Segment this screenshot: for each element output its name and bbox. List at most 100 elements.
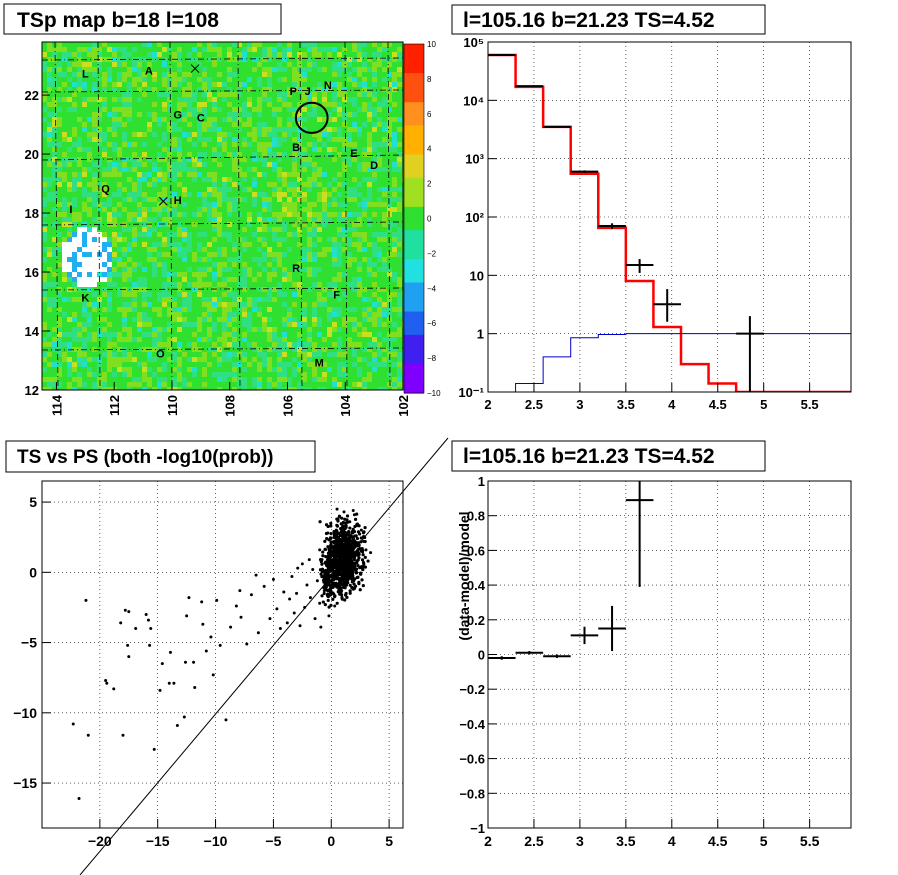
ts-map-cell: [302, 242, 307, 247]
ts-map-cell: [212, 137, 217, 142]
ts-map-cell: [242, 87, 247, 92]
ts-map-cell: [357, 212, 362, 217]
ts-map-cell: [362, 222, 367, 227]
ts-map-cell: [62, 47, 67, 52]
ts-map-cell: [312, 307, 317, 312]
ts-map-cell: [297, 147, 302, 152]
ts-map-cell: [132, 377, 137, 382]
ts-map-cell: [272, 67, 277, 72]
ts-map-cell: [367, 97, 372, 102]
ts-map-cell: [142, 42, 147, 47]
ts-map-cell: [352, 142, 357, 147]
ts-map-cell: [297, 137, 302, 142]
ts-map-cell: [292, 247, 297, 252]
ts-map-cell: [207, 112, 212, 117]
ts-map-cell: [142, 267, 147, 272]
ts-map-cell: [72, 342, 77, 347]
ts-map-cell: [217, 257, 222, 262]
ts-map-cell: [92, 302, 97, 307]
ts-map-cell: [272, 242, 277, 247]
ts-map-cell: [357, 232, 362, 237]
ts-map-cell: [302, 267, 307, 272]
ts-map-cell: [352, 152, 357, 157]
ts-map-cell: [357, 67, 362, 72]
ts-map-cell: [72, 82, 77, 87]
ts-map-cell: [347, 107, 352, 112]
ts-map-cell: [42, 207, 47, 212]
ts-map-cell: [292, 152, 297, 157]
ts-map-cell: [177, 127, 182, 132]
ts-map-cell: [112, 362, 117, 367]
ts-map-cell: [187, 147, 192, 152]
ts-map-cell: [247, 207, 252, 212]
ts-map-cell: [387, 52, 392, 57]
ts-map-cell: [162, 222, 167, 227]
ts-map-cell: [77, 167, 82, 172]
ts-map-cell: [102, 182, 107, 187]
ts-map-cell: [337, 132, 342, 137]
ts-map-cell: [52, 302, 57, 307]
ts-map-cell: [122, 47, 127, 52]
ts-map-cell: [47, 142, 52, 147]
ts-map-cell: [362, 137, 367, 142]
ts-map-cell: [362, 172, 367, 177]
ts-map-cell: [237, 132, 242, 137]
ts-map-cell: [312, 322, 317, 327]
ts-map-cell: [142, 277, 147, 282]
ts-map-cell: [267, 232, 272, 237]
ts-map-cell: [322, 172, 327, 177]
ts-map-cell: [307, 367, 312, 372]
ts-map-cell: [337, 222, 342, 227]
ts-map-cell: [142, 77, 147, 82]
ts-map-cell: [377, 182, 382, 187]
ts-map-cell: [397, 42, 402, 47]
ts-map-cell: [352, 222, 357, 227]
ts-map-cell: [277, 67, 282, 72]
ts-map-cell: [57, 302, 62, 307]
ts-map-cell: [102, 202, 107, 207]
ts-map-cell: [267, 337, 272, 342]
ts-map-cell: [117, 332, 122, 337]
ts-map-cell: [247, 272, 252, 277]
ts-map-cell: [47, 212, 52, 217]
ts-map-cell: [92, 152, 97, 157]
ts-map-cell: [102, 302, 107, 307]
ts-map-cell: [257, 162, 262, 167]
ts-map-cell: [262, 302, 267, 307]
ts-map-cell: [42, 287, 47, 292]
ts-map-cell: [247, 302, 252, 307]
ts-map-cell: [172, 107, 177, 112]
ts-map-cell: [282, 47, 287, 52]
ts-map-cell: [347, 242, 352, 247]
ts-map-cell: [102, 162, 107, 167]
ts-map-cell: [107, 262, 112, 267]
ts-map-cell: [357, 162, 362, 167]
ts-map-cell: [77, 262, 82, 267]
ts-map-cell: [257, 347, 262, 352]
ts-map-cell: [117, 147, 122, 152]
ts-map-cell: [172, 202, 177, 207]
ts-map-cell: [297, 92, 302, 97]
ts-map-cell: [257, 147, 262, 152]
ts-map-cell: [57, 362, 62, 367]
ts-map-cell: [382, 177, 387, 182]
ts-map-cell: [252, 357, 257, 362]
ts-map-cell: [192, 292, 197, 297]
ts-map-cell: [87, 157, 92, 162]
ts-map-cell: [232, 317, 237, 322]
ts-map-cell: [247, 292, 252, 297]
ts-map-cell: [377, 272, 382, 277]
ts-map-cell: [297, 117, 302, 122]
ts-map-cell: [347, 97, 352, 102]
ts-map-cell: [227, 252, 232, 257]
ts-map-cell: [322, 142, 327, 147]
ts-map-cell: [127, 92, 132, 97]
ts-map-cell: [102, 142, 107, 147]
ts-map-cell: [282, 262, 287, 267]
ts-map-cell: [152, 362, 157, 367]
ts-map-cell: [47, 352, 52, 357]
ts-map-cell: [342, 267, 347, 272]
ts-map-cell: [322, 92, 327, 97]
ts-map-cell: [357, 257, 362, 262]
ts-map-cell: [157, 312, 162, 317]
